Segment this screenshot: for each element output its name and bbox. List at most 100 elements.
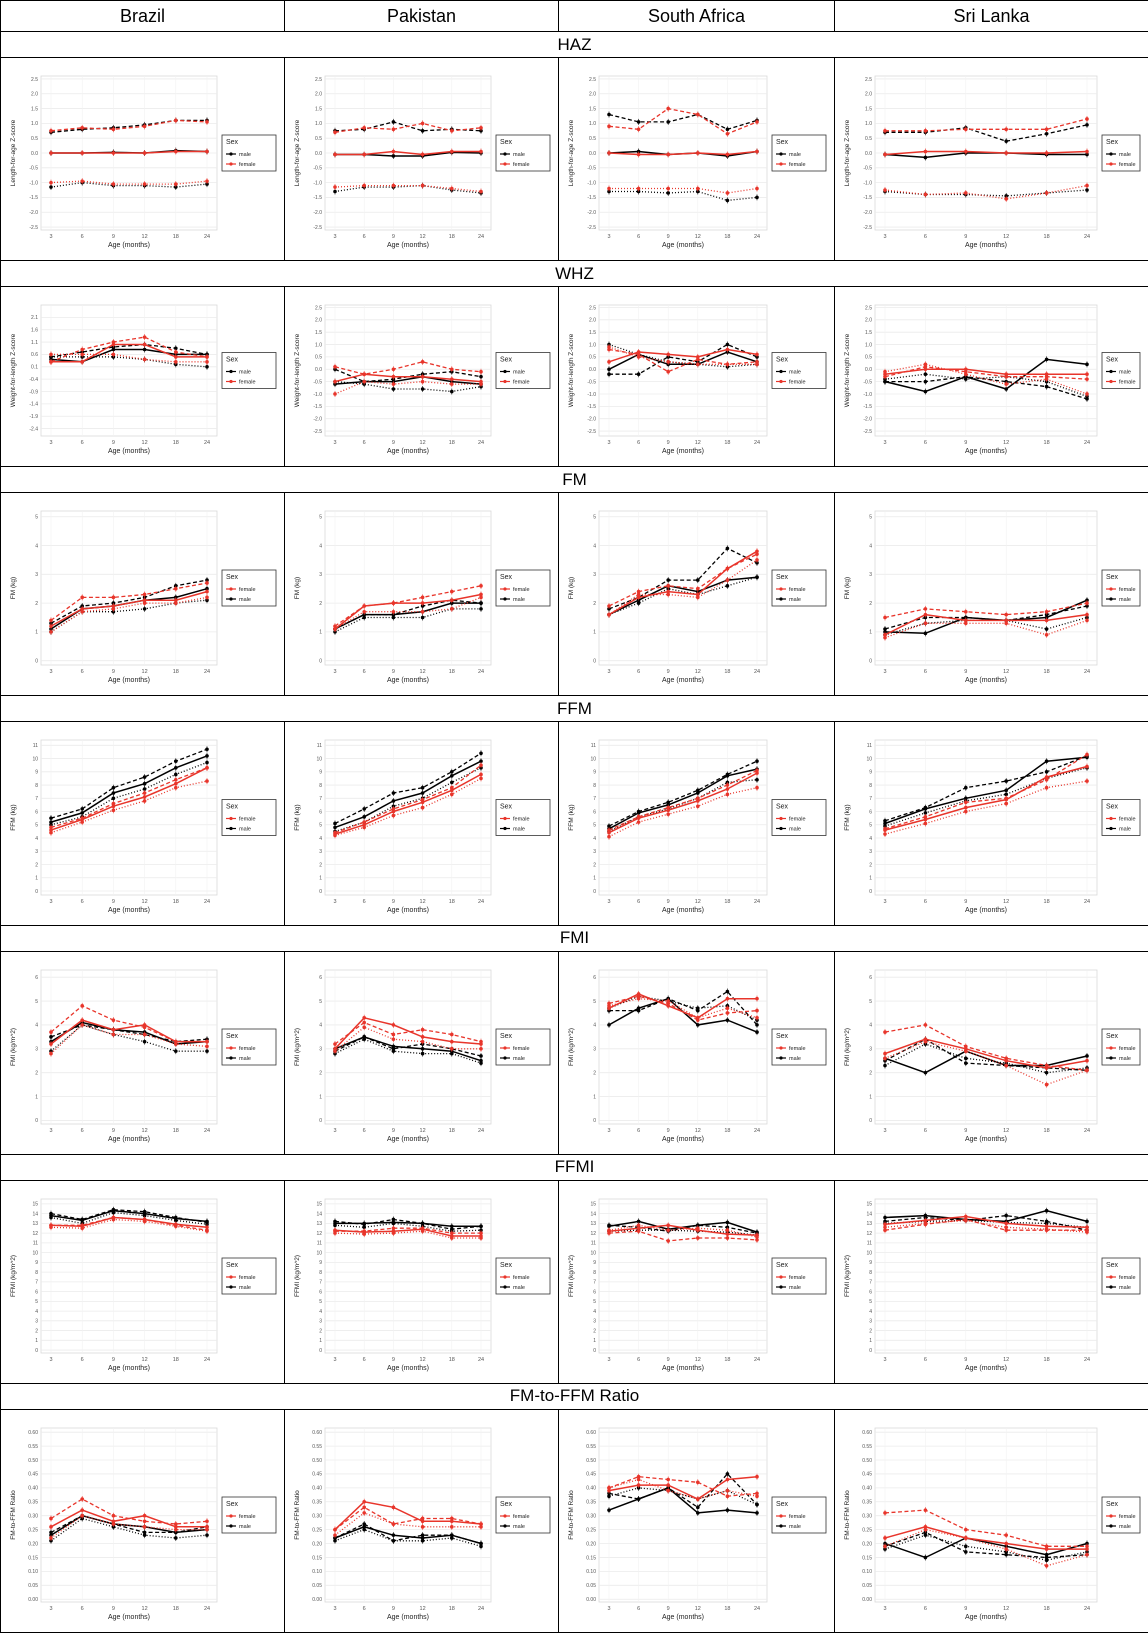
data-point [755,996,759,1001]
y-tick-label: 0.25 [862,1527,872,1533]
data-point [964,1536,968,1540]
data-point [607,1228,611,1233]
data-point [755,1511,759,1515]
series-line-female-dotted [334,1512,481,1536]
data-point [391,127,396,132]
series-line-female-solid [608,151,758,156]
y-tick-label: 0.25 [586,1527,596,1533]
x-axis-label: Age (months) [387,242,429,249]
panel-row-ffmi: 15 14 13 12 11 10 9 8 7 6 5 4 3 2 1 0 3 6 9 12 18 24 Age (mont… [0,1180,1148,1384]
y-tick-label: 4 [869,836,872,842]
data-point [80,1497,84,1501]
data-point [923,1508,928,1512]
data-point [420,786,425,790]
series-line-male-dashed [885,124,1088,143]
legend-title: Sex [1106,1262,1119,1269]
data-point [142,607,147,611]
legend-key-point-male [229,370,233,374]
chart-panel-brazil: 2.1 1.6 1.1 0.6 0.1 -0.4 -0.9 -1.4 -1.9 -2.4 3 6 9 12… [0,286,285,467]
data-point [205,360,209,365]
data-point [755,1008,759,1013]
data-point [80,179,84,184]
data-point [1044,191,1049,196]
data-point [479,772,483,777]
data-point [1085,150,1089,154]
data-point [420,375,425,379]
legend-label-female: female [1119,380,1136,386]
x-tick-label: 12 [1003,669,1009,675]
chart-svg: 2.11.61.10.60.1-0.4-0.9-1.4-1.9-2.43 6 9 12… [10,305,277,455]
x-tick-label: 6 [81,1128,84,1134]
legend-key-point-female [229,162,233,167]
series-line-female-solid [884,151,1088,156]
data-point [964,1061,968,1066]
data-point [420,791,425,795]
panel-row-whz: 2.1 1.6 1.1 0.6 0.1 -0.4 -0.9 -1.4 -1.9 -2.4 3 6 9 12… [0,286,1148,467]
data-point [607,345,611,350]
data-point [479,1224,483,1229]
y-tick-label: 10 [590,1250,596,1256]
data-point [420,184,425,188]
data-point [755,549,759,554]
data-point [391,1231,396,1235]
data-point [333,821,337,826]
series-line-female-solid [334,373,482,383]
y-tick-label: 0 [319,1348,322,1354]
data-point [450,1536,454,1540]
y-tick-label: 10 [316,756,322,762]
data-point [755,558,759,562]
data-point [362,1232,366,1236]
chart-panel-sri-lanka: 5 4 3 2 1 0 3 6 9 12 18 24 Age (months) FM (kg) Sex fem… [834,492,1148,696]
y-tick-label: 1 [319,630,322,636]
data-point [696,587,700,591]
y-tick-label: 2 [35,1071,38,1077]
legend-key-point-male [1109,370,1113,374]
data-point [420,1538,425,1543]
data-point [420,122,425,126]
y-tick-label: -1.5 [863,405,872,411]
y-tick-label: 4 [319,836,322,842]
legend-label-female: female [789,162,806,168]
y-tick-label: 1 [319,876,322,882]
data-point [725,1018,730,1023]
x-tick-label: 24 [754,669,760,675]
y-tick-label: 3 [319,1319,322,1325]
data-point [883,1030,887,1034]
data-point [479,1047,483,1051]
series-line-female-dashed [885,118,1088,132]
series-line-female-dashed [608,1230,758,1242]
series-line-female-solid [51,151,207,155]
y-tick-label: 0.5 [315,136,322,142]
data-point [883,615,887,620]
x-tick-label: 3 [607,234,610,240]
x-tick-label: 9 [392,1606,395,1612]
data-point [725,1228,730,1233]
legend-label-female: female [513,1275,530,1281]
series-group [333,1498,483,1550]
y-tick-label: 5 [593,999,596,1005]
legend-box [1101,799,1141,837]
x-tick-label: 24 [478,1128,484,1134]
y-tick-label: -0.5 [313,380,322,386]
chart-svg: 0.600.550.500.450.400.350.300.250.200.15… [10,1427,277,1621]
y-tick-label: -1.5 [863,196,872,202]
x-tick-label: 3 [333,1606,336,1612]
y-tick-label: 7 [35,796,38,802]
y-tick-label: 13 [590,1221,596,1227]
y-tick-label: 2 [319,862,322,868]
y-tick-label: 4 [319,1023,322,1029]
x-tick-label: 12 [695,1357,701,1363]
legend-key-point-male [779,827,783,831]
y-tick-label: 0.05 [862,1583,872,1589]
data-point [696,1505,700,1510]
legend-key-point-male [779,370,783,374]
data-point [923,1213,928,1218]
data-point [923,367,928,372]
data-point [1004,1225,1008,1230]
y-tick-label: 14 [590,1211,596,1217]
x-tick-label: 6 [924,669,927,675]
y-tick-label: -1.0 [863,392,872,398]
y-axis-label: FMI (kg/m^2) [844,1028,851,1066]
